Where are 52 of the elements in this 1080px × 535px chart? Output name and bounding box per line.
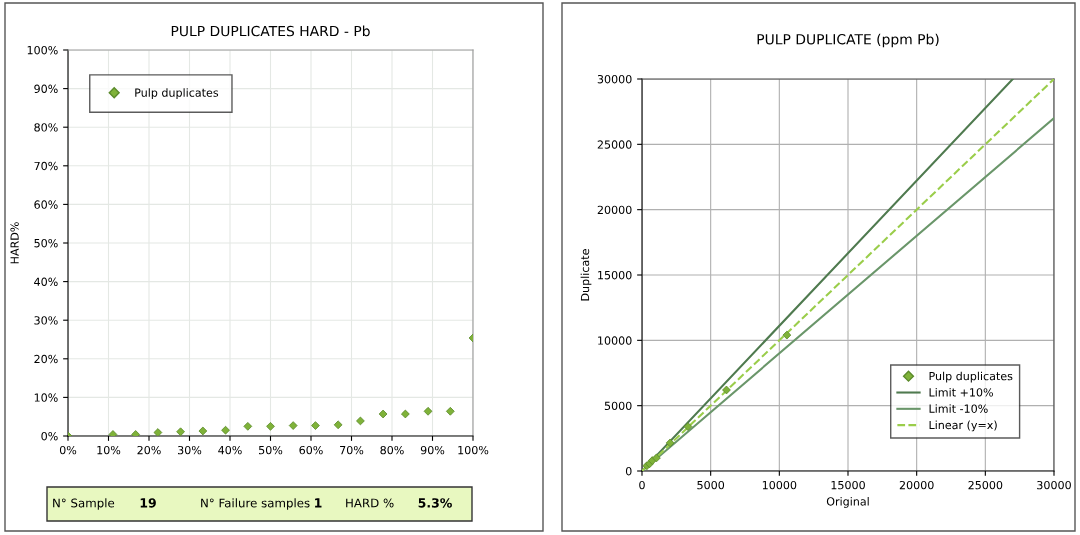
x-tick-label: 30% <box>178 445 202 455</box>
text: N° Failure samples <box>201 498 310 510</box>
x-tick-label: 40% <box>218 445 242 455</box>
y-tick-label: 60% <box>34 200 58 209</box>
legend-label: Pulp duplicates <box>929 371 1013 383</box>
y-tick-label: 20000 <box>597 205 632 215</box>
y-tick-label: 30000 <box>597 74 632 84</box>
x-tick-label: 20000 <box>899 480 934 490</box>
y-tick-label: 50% <box>34 238 58 248</box>
text: 19 <box>140 498 156 508</box>
legend-label: Limit +10% <box>929 387 993 397</box>
x-tick-label: 5000 <box>697 480 725 490</box>
text: HARD % <box>346 498 394 508</box>
y-tick-label: 5000 <box>604 401 632 411</box>
x-tick-label: 10000 <box>762 480 797 490</box>
chart-title: PULP DUPLICATE (ppm Pb) <box>757 33 939 48</box>
x-axis-title: Original <box>826 497 869 508</box>
y-tick-label: 100% <box>27 45 58 55</box>
y-axis-title: Duplicate <box>580 249 592 301</box>
x-tick-label: 80% <box>380 445 404 455</box>
x-tick-label: 50% <box>259 445 283 455</box>
y-tick-label: 15000 <box>598 270 632 280</box>
text: 5.3% <box>418 498 452 508</box>
y-tick-label: 0% <box>41 431 58 441</box>
x-tick-label: 30000 <box>1037 480 1071 490</box>
legend-label: Limit -10% <box>929 404 988 413</box>
legend-label: Pulp duplicates <box>135 88 219 99</box>
y-tick-label: 10% <box>34 393 58 402</box>
x-tick-label: 0% <box>59 445 77 455</box>
y-tick-label: 20% <box>34 354 58 364</box>
y-tick-label: 30% <box>34 316 58 325</box>
x-tick-label: 60% <box>299 445 323 455</box>
x-tick-label: 20% <box>137 445 161 455</box>
x-tick-label: 100% <box>458 445 489 455</box>
y-tick-label: 90% <box>34 84 58 93</box>
chart-title: PULP DUPLICATES HARD - Pb <box>171 25 370 37</box>
y-axis-title: HARD% <box>10 222 19 264</box>
y-tick-label: 10000 <box>598 336 632 345</box>
text: N° Sample <box>53 498 115 510</box>
x-tick-label: 15000 <box>831 480 865 490</box>
y-tick-label: 40% <box>34 277 58 286</box>
x-tick-label: 10% <box>97 445 121 455</box>
y-tick-label: 80% <box>34 123 58 132</box>
text: 1 <box>315 498 322 508</box>
x-tick-label: 70% <box>340 445 364 455</box>
x-tick-label: 25000 <box>968 480 1003 490</box>
legend-label: Linear (y=x) <box>929 420 997 432</box>
x-tick-label: 0 <box>639 480 645 490</box>
y-tick-label: 0 <box>625 466 632 476</box>
x-tick-label: 90% <box>420 445 445 455</box>
y-tick-label: 25000 <box>597 140 632 149</box>
y-tick-label: 70% <box>34 161 58 171</box>
